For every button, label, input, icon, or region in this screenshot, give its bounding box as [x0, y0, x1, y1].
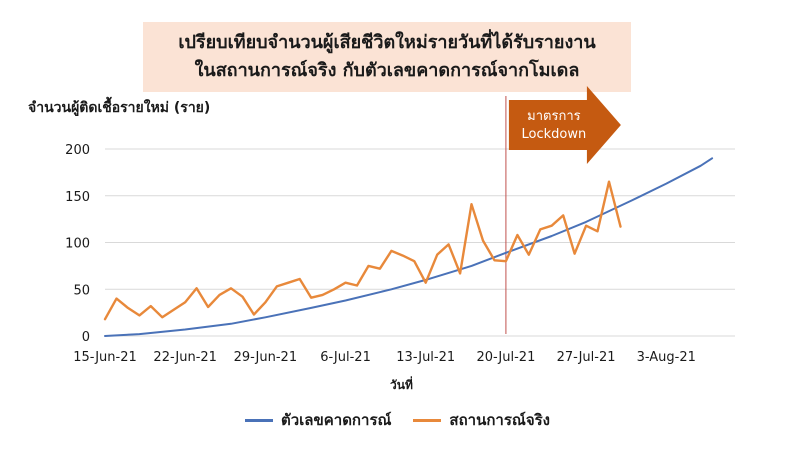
series-layer: [103, 157, 714, 337]
lockdown-arrow: [508, 86, 621, 164]
x-tick-label: 15-Jun-21: [73, 350, 137, 365]
chart-title-line-1: เปรียบเทียบจำนวนผู้เสียชีวิตใหม่รายวันที…: [178, 32, 596, 53]
y-tick-label: 0: [82, 330, 90, 345]
y-tick-label: 50: [73, 283, 90, 298]
tick-labels: 0 50 100 150 200 15-Jun-21 22-Jun-21 29-Jun-21 6…: [65, 143, 696, 365]
x-tick-label: 3-Aug-21: [637, 350, 696, 365]
chart-title: เปรียบเทียบจำนวนผู้เสียชีวิตใหม่รายวันที…: [143, 22, 631, 92]
lockdown-label-line-1: มาตรการ: [527, 109, 580, 124]
x-tick-label: 13-Jul-21: [396, 350, 455, 365]
y-axis-label: จำนวนผู้ติดเชื้อรายใหม่ (ราย): [28, 100, 211, 116]
annotation-layer: มาตรการ Lockdown: [505, 86, 621, 334]
legend-item-forecast: ตัวเลขคาดการณ์: [245, 408, 391, 432]
series-line-actual: [103, 180, 622, 321]
x-tick-label: 27-Jul-21: [557, 350, 616, 365]
x-tick-label: 29-Jun-21: [234, 350, 298, 365]
y-tick-label: 200: [65, 143, 90, 158]
legend-label-actual: สถานการณ์จริง: [449, 411, 550, 429]
legend: ตัวเลขคาดการณ์ สถานการณ์จริง: [245, 409, 572, 431]
legend-item-actual: สถานการณ์จริง: [413, 408, 550, 432]
gridlines: [105, 148, 735, 337]
legend-swatch-actual: [413, 418, 442, 422]
x-tick-label: 6-Jul-21: [320, 350, 371, 365]
chart-title-line-2: ในสถานการณ์จริง กับตัวเลขคาดการณ์จากโมเด…: [194, 60, 580, 81]
legend-swatch-forecast: [245, 418, 273, 422]
series-line-forecast: [104, 157, 714, 337]
legend-label-forecast: ตัวเลขคาดการณ์: [281, 411, 392, 429]
y-tick-label: 150: [65, 190, 90, 205]
x-axis-label: วันที่: [390, 378, 413, 392]
y-tick-label: 100: [65, 237, 90, 252]
x-tick-label: 20-Jul-21: [476, 350, 535, 365]
x-tick-label: 22-Jun-21: [153, 350, 217, 365]
lockdown-label-line-2: Lockdown: [522, 127, 587, 142]
